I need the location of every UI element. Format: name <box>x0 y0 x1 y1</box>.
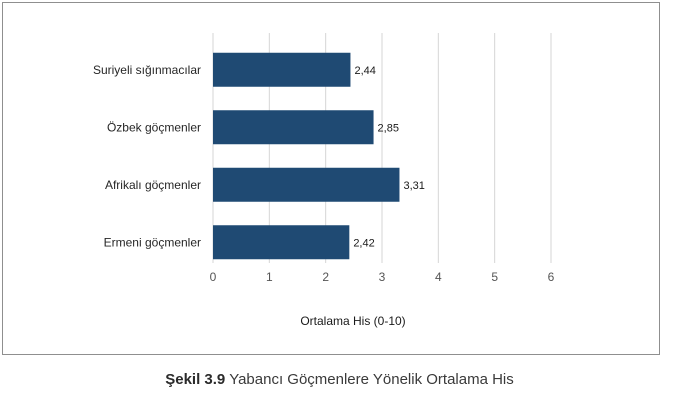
category-labels: Suriyeli sığınmacılar Özbek göçmenler Afri… <box>93 63 201 250</box>
bar <box>213 167 400 202</box>
x-tick-label: 5 <box>491 270 498 284</box>
x-axis-title: Ortalama His (0-10) <box>300 314 405 328</box>
chart-frame: Suriyeli sığınmacılar Özbek göçmenler Afri… <box>2 2 660 355</box>
data-label: 2,42 <box>353 237 374 249</box>
x-tick-label: 1 <box>266 270 273 284</box>
x-tick-label: 3 <box>379 270 386 284</box>
category-label: Ermeni göçmenler <box>104 235 201 249</box>
x-tick-label: 2 <box>322 270 329 284</box>
bar <box>213 110 374 145</box>
x-tick-label: 0 <box>210 270 217 284</box>
bar-chart: Suriyeli sığınmacılar Özbek göçmenler Afri… <box>93 33 555 328</box>
x-tick-labels: 0 1 2 3 4 5 6 <box>210 270 555 284</box>
data-label: 2,44 <box>354 65 375 77</box>
figure-caption: Şekil 3.9 Yabancı Göçmenlere Yönelik Ort… <box>0 371 679 388</box>
x-tick-label: 6 <box>548 270 555 284</box>
category-label: Özbek göçmenler <box>107 120 201 134</box>
category-label: Suriyeli sığınmacılar <box>93 63 201 77</box>
bar <box>213 225 350 260</box>
figure-number: Şekil 3.9 <box>165 371 226 388</box>
bars <box>213 52 400 260</box>
data-label: 3,31 <box>403 180 424 192</box>
data-labels: 2,44 2,85 3,31 2,42 <box>353 65 425 250</box>
figure-title: Yabancı Göçmenlere Yönelik Ortalama His <box>229 371 514 388</box>
bar <box>213 52 351 87</box>
data-label: 2,85 <box>378 122 399 134</box>
x-tick-label: 4 <box>435 270 442 284</box>
category-label: Afrikalı göçmenler <box>105 178 201 192</box>
